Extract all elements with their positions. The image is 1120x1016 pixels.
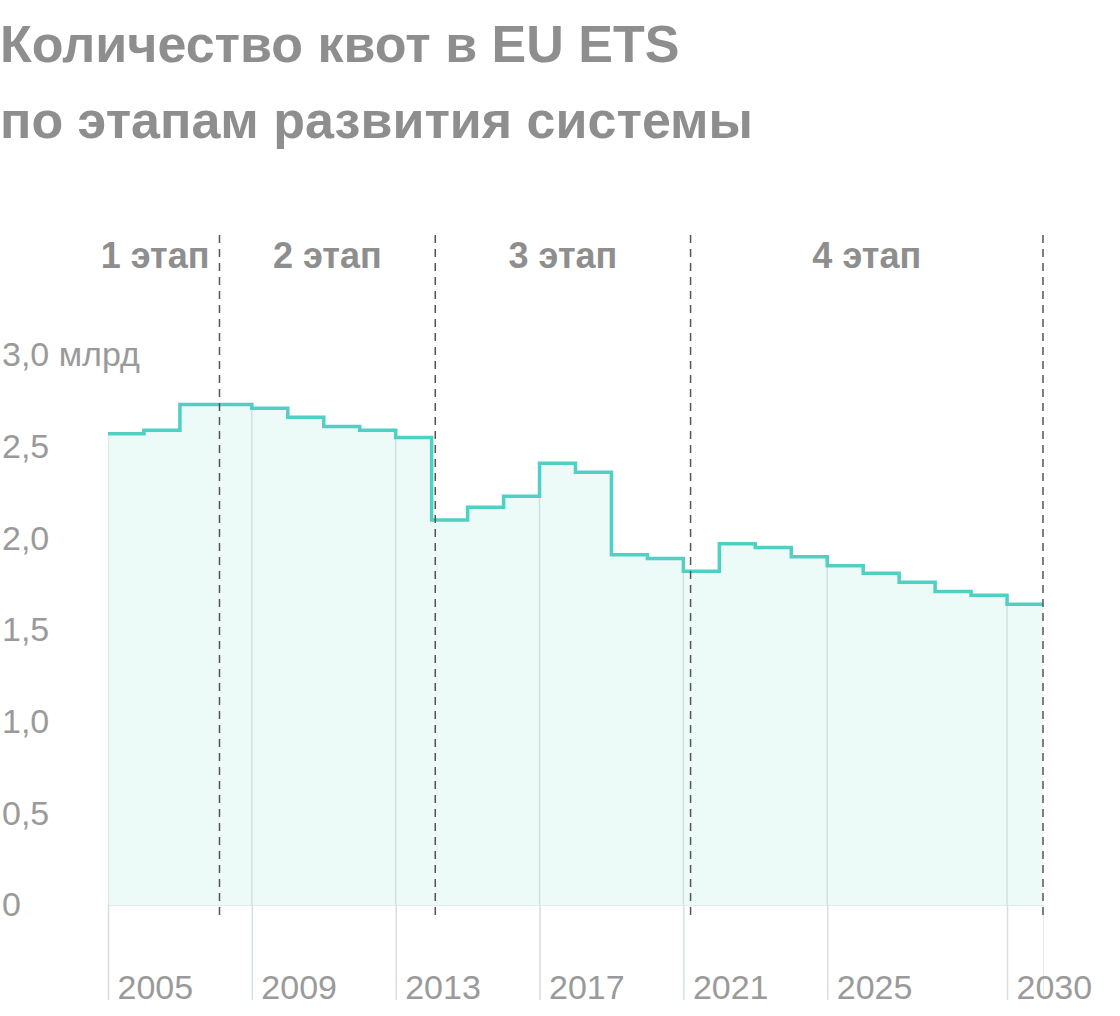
area-step xyxy=(252,408,288,905)
area-step xyxy=(468,507,504,905)
area-step xyxy=(935,592,971,906)
area-step xyxy=(1007,604,1043,905)
tick-label: 0 xyxy=(2,885,21,923)
tick: 2030 xyxy=(1008,905,1093,1006)
phase-boundary xyxy=(1042,235,1044,918)
area-step xyxy=(791,557,827,905)
tick-label: 2025 xyxy=(837,968,913,1006)
area-step xyxy=(647,559,683,906)
title: Количество квот в EU ETS xyxy=(0,15,679,73)
tick-line xyxy=(108,905,110,1000)
tick: 2,5 xyxy=(0,427,49,465)
grid-line xyxy=(826,355,828,905)
area-step xyxy=(324,427,360,906)
area-step xyxy=(755,548,791,906)
phase-label: 3 этап xyxy=(508,235,617,276)
grid-line xyxy=(683,355,685,905)
plot-area xyxy=(108,355,1043,905)
area-step xyxy=(576,472,612,905)
grid xyxy=(108,355,1007,905)
tick: 2021 xyxy=(684,905,769,1006)
area-step xyxy=(540,463,576,905)
tick-label: 2005 xyxy=(118,968,194,1006)
area-step xyxy=(611,555,647,905)
phases: 1 этап 2 этап 3 этап 4 этап xyxy=(101,235,1043,918)
axis-line xyxy=(0,356,1,906)
title: по этапам развития системы xyxy=(0,91,753,149)
phase-label: 1 этап xyxy=(101,235,210,276)
area-step xyxy=(971,595,1007,905)
x-axis: 2005 2009 2013 2017 2021 2025 2030 xyxy=(109,905,1093,1006)
area-step xyxy=(396,438,432,906)
area-step xyxy=(504,496,540,905)
area-step xyxy=(144,430,180,905)
chart: Количество квот в EU ETS по этапам развит… xyxy=(0,0,1120,1016)
grid-line xyxy=(539,355,541,905)
tick: 0 xyxy=(0,885,21,923)
area-step xyxy=(863,573,899,905)
tick-line xyxy=(1007,905,1009,1000)
tick: 2,0 xyxy=(0,519,49,557)
phase-boundary xyxy=(219,235,221,918)
grid-line xyxy=(251,355,253,905)
area-step xyxy=(360,430,396,905)
area-step xyxy=(288,417,324,905)
tick-label: 2030 xyxy=(1017,968,1093,1006)
tick-label: 2,0 xyxy=(2,519,49,557)
tick-line xyxy=(683,905,685,1000)
tick-line xyxy=(827,905,829,1000)
area-step xyxy=(827,566,863,905)
area-step xyxy=(216,405,252,906)
tick: 1,5 xyxy=(0,610,49,648)
area-step xyxy=(108,434,144,905)
phase-boundary xyxy=(690,235,692,918)
area-step xyxy=(683,571,719,905)
grid-line xyxy=(108,355,109,905)
line xyxy=(108,405,1043,605)
tick-label: 0,5 xyxy=(2,794,49,832)
area-step xyxy=(432,520,468,905)
tick-label: 2021 xyxy=(693,968,769,1006)
tick: 2009 xyxy=(252,905,337,1006)
tick-label: 1,0 xyxy=(2,702,49,740)
tick-line xyxy=(395,905,397,1000)
tick: 0,5 xyxy=(0,794,49,832)
tick: 2013 xyxy=(396,905,481,1006)
tick-label: 1,5 xyxy=(2,610,49,648)
tick: 3,0 млрд xyxy=(0,335,140,373)
tick-label: 2017 xyxy=(549,968,625,1006)
tick: 2005 xyxy=(109,905,194,1006)
tick-label: 3,0 млрд xyxy=(2,335,140,373)
area-step xyxy=(180,405,216,906)
tick-line xyxy=(539,905,541,1000)
tick: 2017 xyxy=(540,905,625,1006)
phase-label: 4 этап xyxy=(812,235,921,276)
area-step xyxy=(899,582,935,905)
tick-label: 2,5 xyxy=(2,427,49,465)
phase-boundary xyxy=(435,235,437,918)
grid-line xyxy=(1006,355,1008,905)
tick-line xyxy=(252,905,254,1000)
tick: 2025 xyxy=(828,905,913,1006)
tick-label: 2009 xyxy=(261,968,337,1006)
tick-label: 2013 xyxy=(405,968,481,1006)
area-step xyxy=(719,544,755,905)
tick: 1,0 xyxy=(0,702,49,740)
y-axis: 0 0,5 1,0 1,5 2,0 2,5 3,0 млрд xyxy=(0,335,140,923)
phase-label: 2 этап xyxy=(273,235,382,276)
